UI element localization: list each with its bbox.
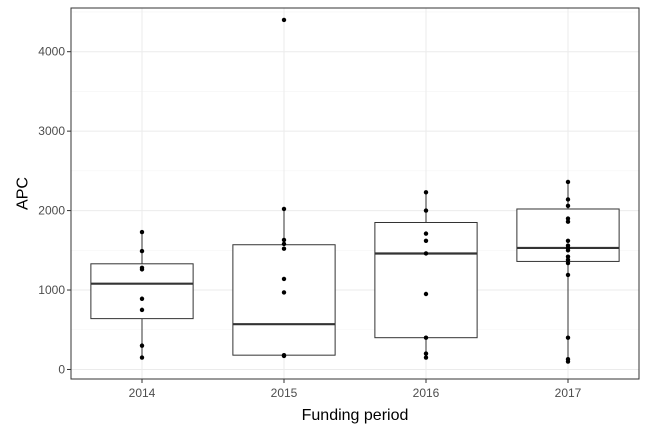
data-point bbox=[281, 353, 287, 359]
x-tick-label: 2014 bbox=[129, 386, 156, 400]
data-point bbox=[423, 335, 429, 340]
data-point bbox=[423, 190, 429, 195]
data-point bbox=[281, 17, 287, 23]
data-point bbox=[565, 335, 571, 340]
data-point bbox=[565, 272, 571, 278]
data-point bbox=[423, 291, 429, 297]
data-point bbox=[281, 290, 287, 295]
data-point bbox=[139, 267, 145, 272]
panel-border bbox=[70, 7, 640, 380]
data-point bbox=[565, 179, 571, 185]
boxes bbox=[90, 181, 620, 362]
grid bbox=[71, 8, 639, 379]
data-points bbox=[139, 17, 571, 364]
data-point bbox=[281, 241, 287, 247]
box bbox=[232, 244, 336, 356]
data-point bbox=[139, 307, 145, 313]
data-point bbox=[281, 246, 287, 251]
data-point bbox=[565, 197, 571, 202]
tick-marks bbox=[67, 51, 569, 383]
data-point bbox=[423, 208, 429, 213]
y-tick-labels: 0 1000 2000 3000 4000 bbox=[38, 45, 65, 377]
x-tick-label: 2015 bbox=[271, 386, 298, 400]
data-point bbox=[281, 276, 287, 282]
y-tick-label: 3000 bbox=[38, 124, 65, 138]
x-tick-labels: 2014 2015 2016 2017 bbox=[129, 386, 582, 400]
y-axis-title: APC bbox=[15, 177, 32, 210]
data-point bbox=[565, 219, 571, 224]
x-tick-label: 2016 bbox=[413, 386, 440, 400]
data-point bbox=[565, 238, 571, 243]
x-axis-title: Funding period bbox=[302, 407, 409, 424]
data-point bbox=[139, 229, 145, 235]
data-point bbox=[423, 251, 429, 256]
y-tick-label: 2000 bbox=[38, 204, 65, 218]
data-point bbox=[139, 296, 145, 301]
data-point bbox=[565, 254, 571, 259]
data-point bbox=[423, 351, 429, 356]
data-point bbox=[565, 257, 571, 263]
data-point bbox=[565, 203, 571, 209]
data-point bbox=[139, 248, 145, 254]
y-tick-label: 1000 bbox=[38, 283, 65, 297]
data-point bbox=[139, 343, 145, 348]
y-tick-label: 0 bbox=[58, 362, 65, 376]
data-point bbox=[423, 231, 429, 236]
data-point bbox=[565, 248, 571, 253]
y-tick-label: 4000 bbox=[38, 45, 65, 59]
data-point bbox=[565, 216, 571, 221]
x-tick-label: 2017 bbox=[555, 386, 582, 400]
data-point bbox=[281, 237, 287, 243]
data-point bbox=[423, 238, 429, 243]
data-point bbox=[565, 260, 571, 266]
data-point bbox=[139, 355, 145, 360]
data-point bbox=[281, 206, 287, 212]
data-point bbox=[423, 355, 429, 360]
data-point bbox=[565, 359, 571, 364]
